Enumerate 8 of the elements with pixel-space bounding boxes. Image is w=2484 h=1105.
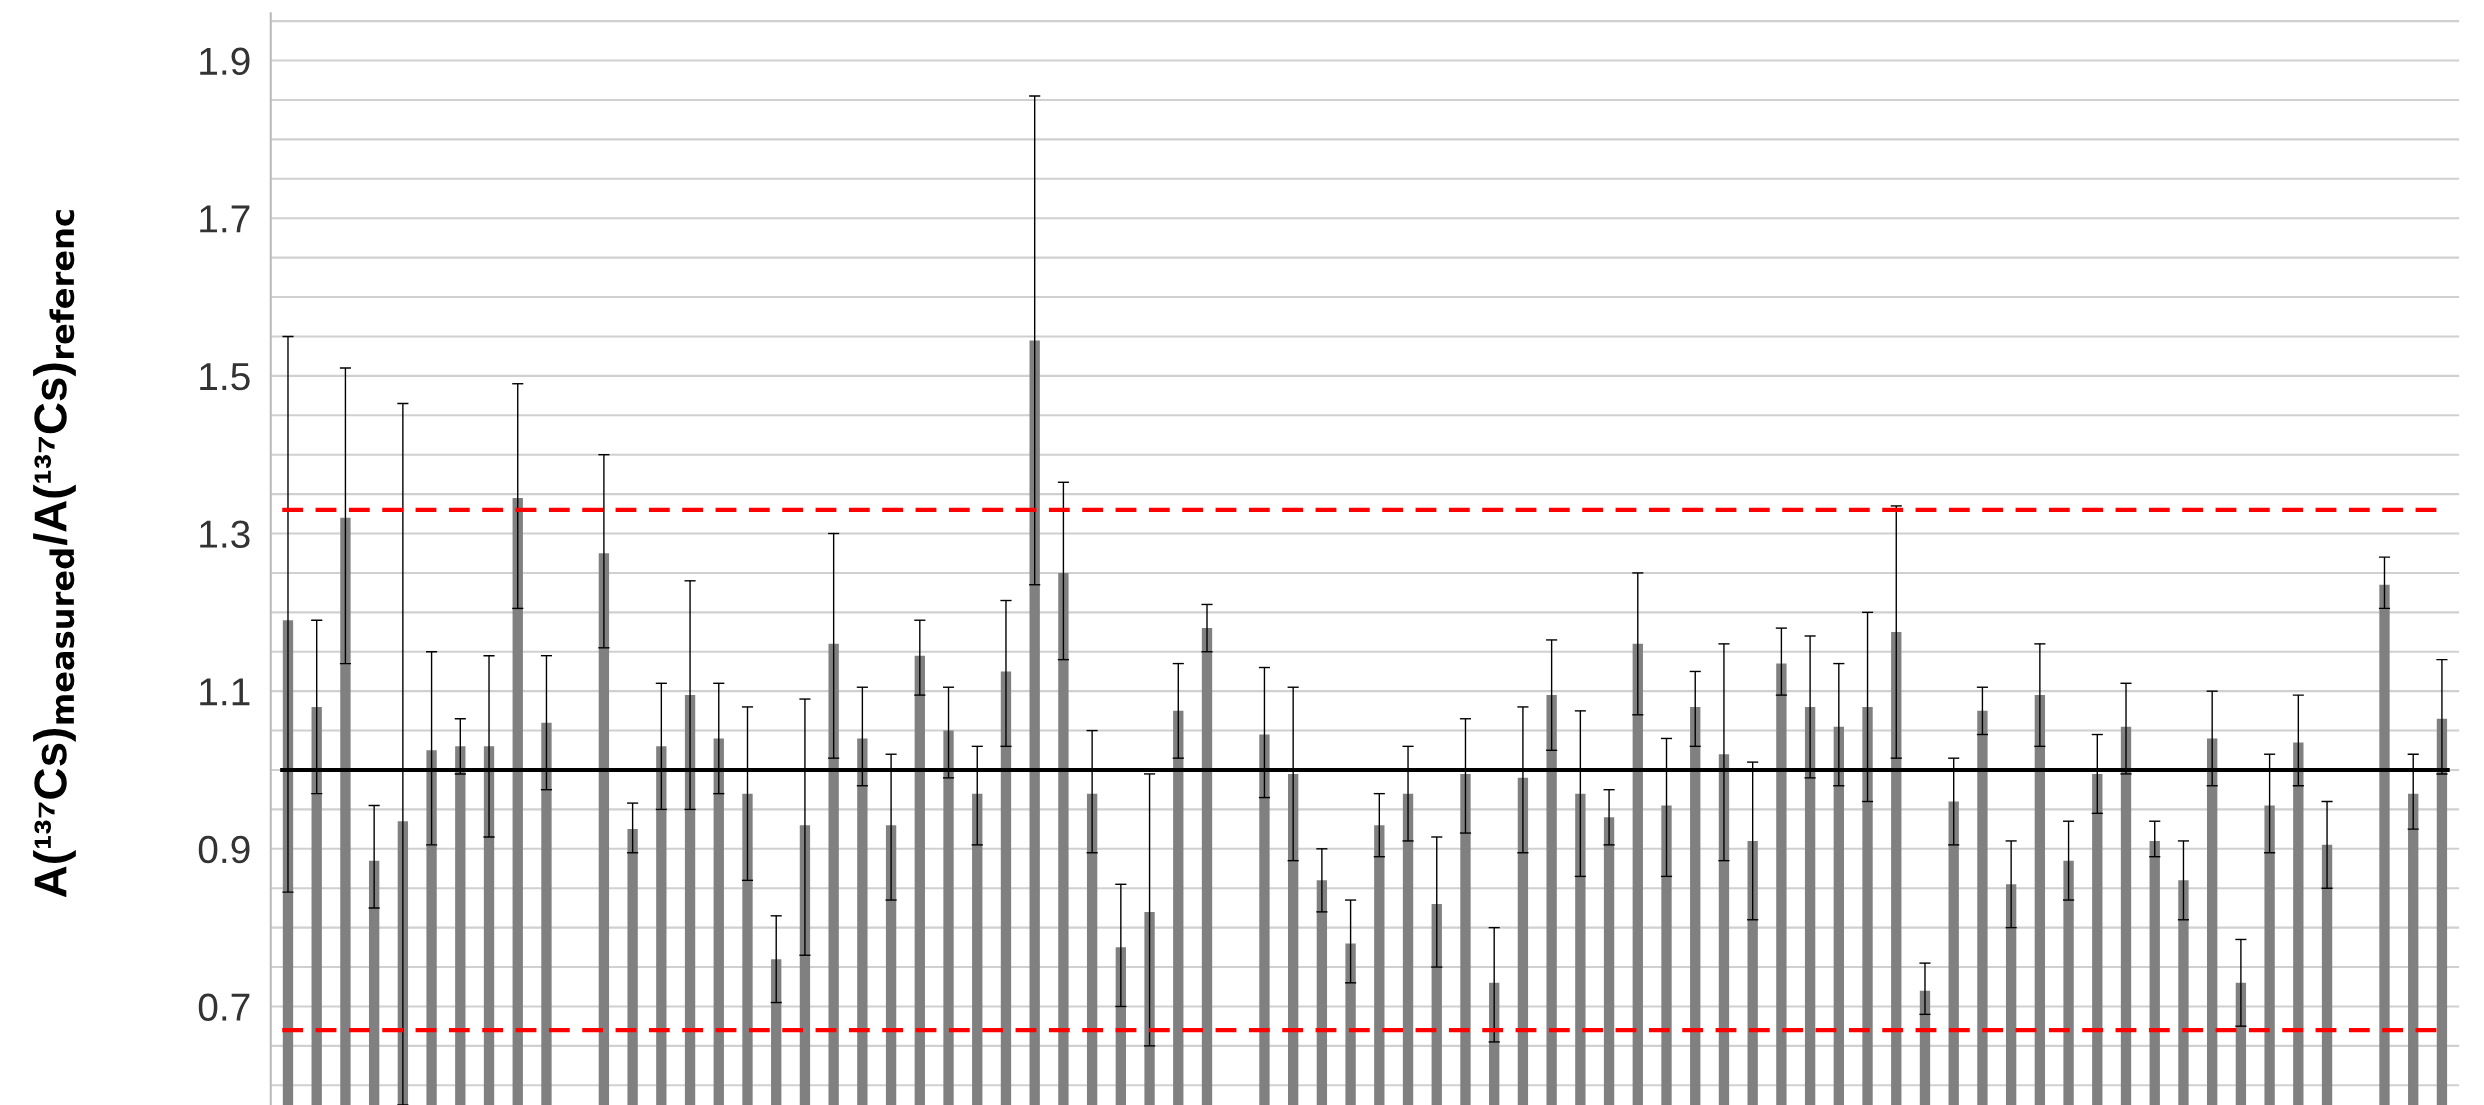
- y-tick-label: 1.3: [200, 520, 250, 548]
- y-tick-label: 1.7: [200, 205, 250, 233]
- y-tick-label: 1.5: [200, 363, 250, 391]
- y-tick-label: 0.9: [198, 835, 250, 864]
- y-tick-label: 1.9: [200, 47, 250, 76]
- y-axis-title: A(¹³⁷Cs)$_{measured}$/A(¹³⁷Cs)$_{referenc}$: [33, 210, 76, 898]
- y-tick-label: 0.7: [198, 993, 250, 1021]
- y-tick-label: 1.1: [200, 678, 250, 706]
